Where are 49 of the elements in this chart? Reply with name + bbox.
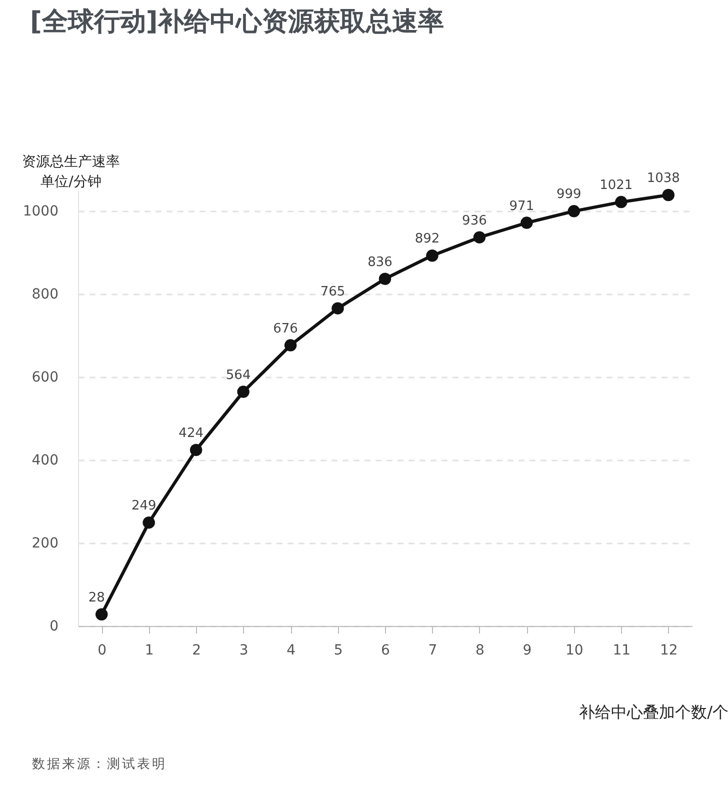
point [615, 196, 628, 208]
point [568, 205, 580, 218]
y-axis-title: 资源总生产速率单位/分钟 [21, 153, 121, 192]
point [426, 249, 438, 262]
y-tick-label: 400 [32, 452, 58, 468]
data-label: 999 [556, 187, 582, 202]
data-label: 1021 [600, 178, 633, 194]
x-tick-label: 8 [476, 642, 484, 658]
data-label: 765 [320, 284, 346, 300]
point [95, 608, 108, 620]
x-tick-label: 3 [239, 642, 248, 658]
data-label: 836 [368, 254, 392, 270]
x-axis-title: 补给中心叠加个数/个 [579, 702, 728, 722]
y-tick-label: 800 [32, 286, 58, 302]
data-label: 676 [273, 321, 298, 336]
x-tick-label: 10 [566, 642, 584, 658]
data-label: 564 [226, 368, 251, 383]
point [520, 216, 533, 229]
y-tick-label: 600 [32, 369, 58, 386]
x-tick-label: 4 [286, 642, 296, 658]
x-tick-label: 7 [428, 642, 438, 658]
data-label: 249 [131, 498, 156, 514]
point [473, 231, 486, 244]
point [332, 302, 344, 314]
y-tick-label: 200 [32, 535, 58, 552]
x-tick-label: 5 [334, 642, 343, 658]
point [378, 272, 392, 285]
point [190, 444, 202, 456]
x-tick-label: 0 [98, 642, 107, 658]
y-tick-label: 0 [50, 618, 58, 634]
chart-title: [全球行动]补给中心资源获取总速率 [30, 6, 444, 37]
point [142, 516, 155, 529]
data-label: 936 [462, 213, 487, 228]
x-tick-label: 11 [612, 642, 631, 658]
data-label: 28 [88, 590, 105, 606]
x-tick-label: 2 [192, 642, 202, 658]
point [662, 188, 675, 202]
x-tick-label: 1 [144, 642, 154, 658]
data-label: 892 [414, 232, 440, 247]
data-label: 424 [178, 426, 204, 441]
x-tick-label: 6 [381, 642, 390, 658]
point [284, 339, 297, 352]
point [237, 386, 250, 398]
x-tick-label: 9 [522, 642, 532, 658]
x-tick-label: 12 [660, 642, 678, 658]
data-label: 1038 [646, 170, 680, 186]
y-tick-label: 1000 [22, 203, 58, 220]
data-label: 971 [509, 198, 534, 214]
source-note: 数据来源：测试表明 [32, 756, 167, 773]
